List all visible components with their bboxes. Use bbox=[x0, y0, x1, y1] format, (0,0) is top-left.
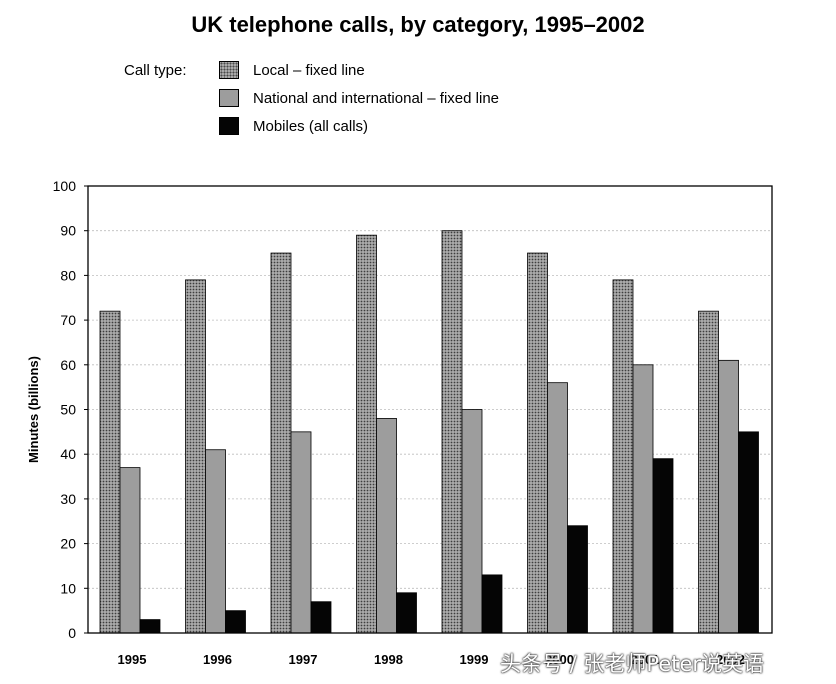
bar-mobiles bbox=[310, 601, 332, 634]
bar-mobiles bbox=[567, 525, 588, 634]
y-tick-label: 20 bbox=[60, 536, 76, 552]
y-tick-label: 40 bbox=[60, 446, 76, 462]
bar-local bbox=[698, 310, 719, 634]
bar-national bbox=[461, 409, 483, 634]
legend-swatch-national bbox=[219, 89, 239, 107]
legend-title: Call type: bbox=[124, 62, 187, 79]
bar-mobiles bbox=[396, 592, 417, 634]
x-tick-label: 1996 bbox=[203, 652, 232, 667]
bar-national bbox=[547, 382, 568, 634]
y-axis-label: Minutes (billions) bbox=[26, 356, 41, 463]
y-tick-label: 80 bbox=[60, 267, 76, 283]
x-tick-label: 1995 bbox=[118, 652, 147, 667]
bar-national bbox=[376, 418, 397, 634]
y-tick-label: 70 bbox=[60, 312, 76, 328]
y-tick-label: 60 bbox=[60, 357, 76, 373]
x-tick-label: 1997 bbox=[289, 652, 318, 667]
x-tick-label: 2000 bbox=[545, 652, 574, 667]
legend-label-local: Local – fixed line bbox=[253, 62, 365, 79]
bar-mobiles bbox=[139, 619, 161, 634]
y-tick-label: 0 bbox=[68, 625, 76, 641]
x-tick-label: 2002 bbox=[716, 652, 745, 667]
legend-label-national: National and international – fixed line bbox=[253, 90, 499, 107]
bars bbox=[99, 230, 759, 634]
y-tick-label: 10 bbox=[60, 580, 76, 596]
watermark-text: 头条号 / 张老师Peter说英语 bbox=[500, 652, 765, 676]
x-ticks: 1995 1996 1997 1998 1999 2000 2001 2002 bbox=[118, 652, 745, 667]
legend-label-mobiles: Mobiles (all calls) bbox=[253, 118, 369, 135]
y-tick-label: 50 bbox=[60, 402, 76, 418]
bar-local bbox=[441, 230, 463, 634]
bar-national bbox=[290, 431, 312, 634]
bar-national bbox=[119, 467, 141, 634]
x-tick-label: 1998 bbox=[374, 652, 403, 667]
y-tick-label: 90 bbox=[60, 223, 76, 239]
bar-local bbox=[527, 252, 548, 634]
bar-national bbox=[718, 359, 739, 634]
y-tick-label: 100 bbox=[53, 178, 77, 194]
bar-local bbox=[356, 234, 377, 634]
bar-mobiles bbox=[225, 610, 246, 634]
y-tick-label: 30 bbox=[60, 491, 76, 507]
bar-local bbox=[612, 279, 634, 634]
legend-swatch-local bbox=[219, 61, 239, 79]
bar-local bbox=[185, 279, 206, 634]
x-tick-label: 1999 bbox=[460, 652, 489, 667]
chart-title: UK telephone calls, by category, 1995–20… bbox=[191, 12, 645, 37]
bar-local bbox=[99, 310, 121, 634]
bar-national bbox=[205, 449, 226, 634]
bar-local bbox=[270, 252, 292, 634]
bar-mobiles bbox=[481, 574, 503, 634]
bar-national bbox=[632, 364, 654, 634]
bar-mobiles bbox=[738, 431, 759, 634]
y-ticks: 0 10 20 30 40 50 60 70 80 90 100 bbox=[53, 178, 88, 641]
x-tick-label: 2001 bbox=[631, 652, 660, 667]
legend-swatch-mobiles bbox=[219, 117, 239, 135]
bar-mobiles bbox=[652, 458, 674, 634]
